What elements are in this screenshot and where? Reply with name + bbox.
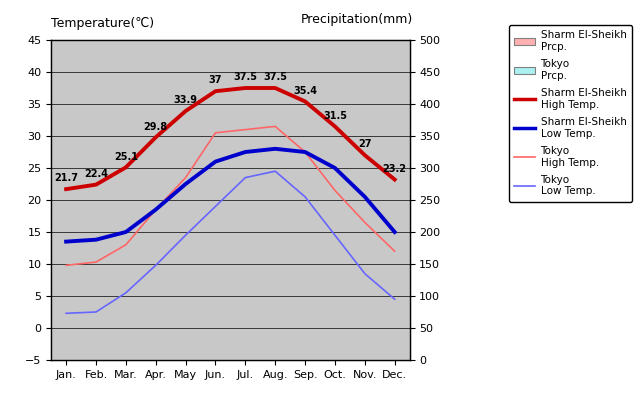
Text: Temperature(℃): Temperature(℃) [51,17,154,30]
Bar [236,280,254,360]
Text: 27: 27 [358,140,372,150]
Bar [57,350,75,360]
Text: 31.5: 31.5 [323,111,347,121]
Text: 29.8: 29.8 [143,122,168,132]
Bar [266,283,284,360]
Bar [296,245,314,360]
Legend: Sharm El-Sheikh
Prcp., Tokyo
Prcp., Sharm El-Sheikh
High Temp., Sharm El-Sheikh
: Sharm El-Sheikh Prcp., Tokyo Prcp., Shar… [509,25,632,202]
Bar [326,267,344,360]
Text: 37.5: 37.5 [263,72,287,82]
Text: 23.2: 23.2 [383,164,406,174]
Bar [207,277,225,360]
Text: 35.4: 35.4 [293,86,317,96]
Text: 37.5: 37.5 [234,72,257,82]
Text: 25.1: 25.1 [114,152,138,162]
Text: 37: 37 [209,76,222,86]
Bar [177,306,195,360]
Text: 21.7: 21.7 [54,173,78,183]
Text: Precipitation(mm): Precipitation(mm) [301,13,413,26]
Bar [147,312,164,360]
Bar [356,296,374,360]
Text: 22.4: 22.4 [84,169,108,179]
Bar [386,334,404,360]
Bar [87,354,105,360]
Text: 33.9: 33.9 [173,95,198,105]
